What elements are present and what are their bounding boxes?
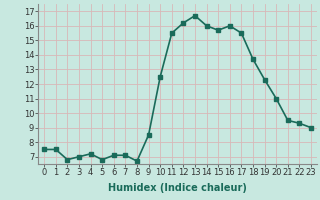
- X-axis label: Humidex (Indice chaleur): Humidex (Indice chaleur): [108, 183, 247, 193]
